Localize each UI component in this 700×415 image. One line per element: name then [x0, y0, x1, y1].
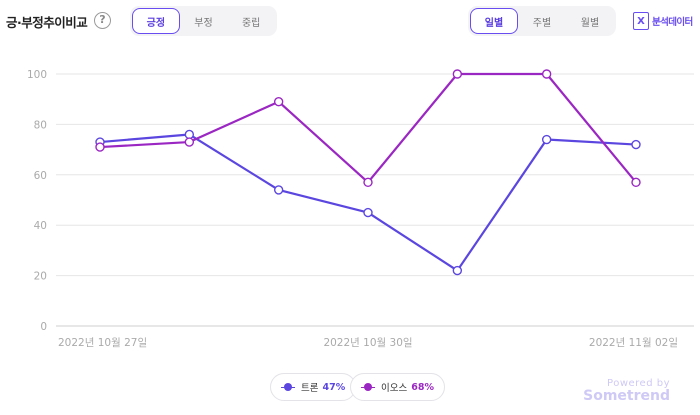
legend-label: 트론 — [301, 383, 319, 394]
y-tick-label: 0 — [40, 321, 47, 333]
legend-marker-tron — [281, 383, 295, 391]
data-point-1 — [363, 207, 373, 218]
excel-icon: X — [633, 12, 649, 30]
tab-neutral[interactable]: 중립 — [241, 17, 261, 29]
legend-label: 이오스 — [381, 383, 408, 394]
data-point-2 — [631, 177, 641, 188]
data-point-2 — [363, 177, 373, 188]
y-tick-label: 60 — [34, 170, 47, 182]
legend-marker-eos — [361, 383, 375, 391]
analysis-data-label: 분석데이터 — [652, 17, 693, 28]
tab-positive[interactable]: 긍정 — [132, 8, 180, 34]
tab-daily[interactable]: 일별 — [470, 8, 518, 34]
data-point-2 — [273, 97, 284, 107]
brand-logo: Sometrend — [583, 388, 670, 404]
data-point-1 — [273, 185, 284, 195]
data-point-2 — [541, 69, 552, 79]
y-tick-label: 40 — [34, 220, 47, 232]
data-point-1 — [452, 265, 463, 276]
y-tick-label: 20 — [34, 271, 47, 283]
tab-weekly[interactable]: 주별 — [532, 17, 552, 29]
tab-monthly[interactable]: 월별 — [580, 17, 600, 29]
powered-by-logo: Powered by Sometrend — [583, 378, 670, 404]
powered-by-text: Powered by — [607, 378, 670, 389]
data-point-1 — [184, 129, 195, 140]
data-point-2 — [95, 142, 105, 152]
line-chart: 0 20 40 60 80 100 2022년 10월 27일 2022년 10월 30일 20… — [27, 69, 694, 349]
analysis-data-button[interactable]: X 분석데이터 — [633, 12, 693, 30]
chart-header: 긍·부정추이비교 ? 긍정 부정 중립 일별 주별 월별 X 분석데이터 — [0, 0, 700, 44]
x-tick-label: 2022년 11월 02일 — [589, 336, 678, 349]
data-point-2 — [452, 69, 463, 79]
data-point-2 — [184, 137, 195, 147]
legend-percent: 47% — [322, 381, 346, 393]
y-tick-label: 80 — [34, 119, 47, 131]
x-tick-label: 2022년 10월 27일 — [58, 336, 147, 349]
data-point-1 — [631, 139, 641, 150]
period-toggle: 일별 주별 월별 — [468, 6, 616, 36]
series-line-2 — [99, 72, 637, 184]
y-tick-label: 100 — [27, 69, 47, 81]
legend-percent: 68% — [411, 381, 434, 393]
x-tick-label: 2022년 10월 30일 — [323, 336, 412, 349]
data-point-1 — [541, 134, 552, 145]
help-icon[interactable]: ? — [94, 12, 111, 29]
series-line-1 — [99, 133, 637, 272]
sentiment-toggle: 긍정 부정 중립 — [130, 6, 277, 36]
legend-item-eos[interactable]: 이오스 68% — [350, 373, 445, 401]
legend-item-tron[interactable]: 트론 47% — [270, 373, 357, 401]
chart-legend: 트론 47% 이오스 68% — [0, 373, 700, 403]
tab-negative[interactable]: 부정 — [194, 17, 213, 29]
section-title: 긍·부정추이비교 — [6, 15, 88, 30]
